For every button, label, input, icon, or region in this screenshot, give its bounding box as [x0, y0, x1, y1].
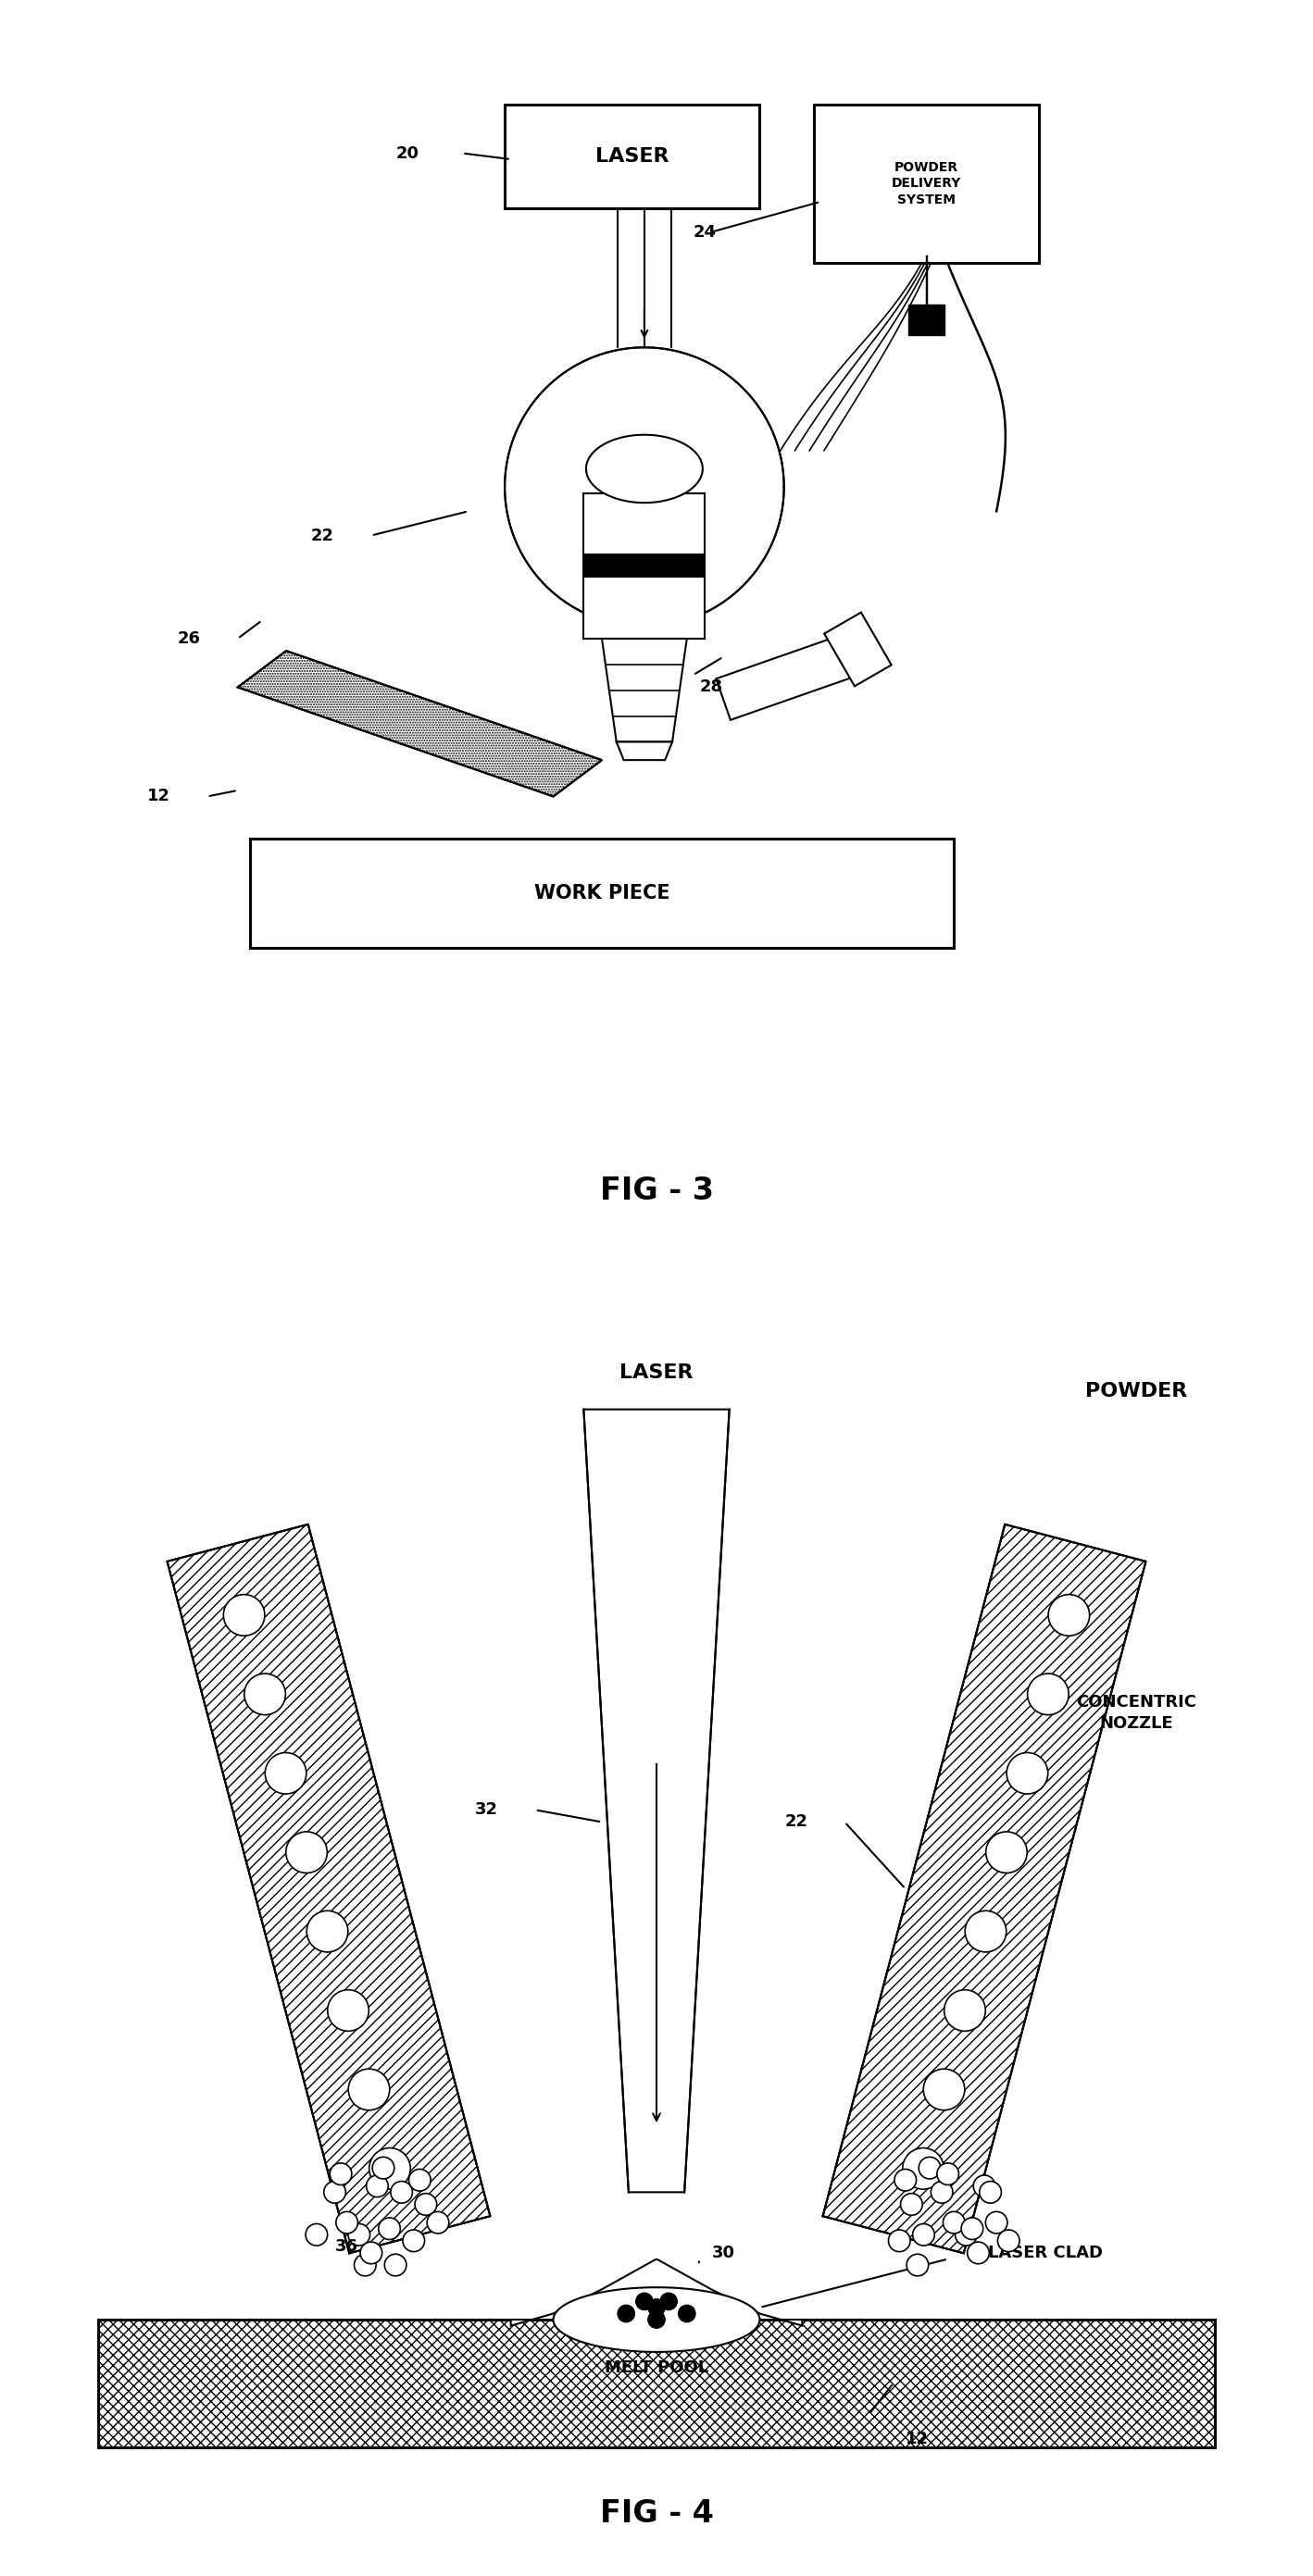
Circle shape — [369, 2148, 411, 2190]
Polygon shape — [909, 304, 945, 335]
Circle shape — [937, 2164, 958, 2184]
Text: CONCENTRIC
NOZZLE: CONCENTRIC NOZZLE — [1075, 1695, 1196, 1731]
Circle shape — [968, 2241, 989, 2264]
Text: 22: 22 — [785, 1814, 807, 1832]
Text: LASER: LASER — [595, 147, 670, 165]
Circle shape — [355, 2254, 376, 2277]
Text: 28: 28 — [700, 680, 722, 696]
Bar — [825, 613, 892, 685]
Circle shape — [403, 2231, 424, 2251]
Text: LASER CLAD: LASER CLAD — [987, 2244, 1103, 2262]
Text: 36: 36 — [335, 2239, 358, 2254]
Circle shape — [913, 2223, 935, 2246]
Circle shape — [327, 1989, 369, 2030]
Circle shape — [373, 2156, 394, 2179]
Circle shape — [965, 1911, 1006, 1953]
Circle shape — [1048, 1595, 1090, 1636]
Text: 20: 20 — [397, 144, 419, 162]
Circle shape — [931, 2182, 953, 2202]
Circle shape — [336, 2213, 358, 2233]
Circle shape — [944, 1989, 986, 2030]
Circle shape — [366, 2174, 389, 2197]
Text: 26: 26 — [177, 631, 201, 647]
Bar — [249, 840, 955, 948]
Circle shape — [223, 1595, 265, 1636]
Circle shape — [330, 2164, 352, 2184]
Text: MELT POOL: MELT POOL — [604, 2360, 709, 2378]
Circle shape — [943, 2213, 965, 2233]
Circle shape — [286, 1832, 327, 1873]
Circle shape — [961, 2218, 983, 2239]
Text: 24: 24 — [693, 224, 717, 240]
Polygon shape — [167, 1525, 490, 2254]
Bar — [584, 554, 705, 577]
Circle shape — [973, 2174, 995, 2197]
Polygon shape — [586, 435, 702, 502]
Circle shape — [998, 2231, 1019, 2251]
Polygon shape — [616, 742, 672, 760]
Circle shape — [378, 2218, 400, 2239]
Circle shape — [635, 2293, 653, 2311]
Text: FIG - 4: FIG - 4 — [600, 2499, 713, 2530]
Circle shape — [889, 2231, 910, 2251]
FancyBboxPatch shape — [504, 106, 760, 209]
Circle shape — [390, 2182, 412, 2202]
FancyBboxPatch shape — [814, 106, 1039, 263]
Circle shape — [385, 2254, 407, 2277]
Circle shape — [679, 2306, 696, 2321]
Polygon shape — [716, 636, 852, 719]
Circle shape — [244, 1674, 285, 1716]
Circle shape — [348, 2069, 390, 2110]
Text: 12: 12 — [906, 2429, 930, 2447]
Circle shape — [923, 2069, 965, 2110]
Circle shape — [901, 2192, 923, 2215]
Polygon shape — [584, 1409, 729, 2192]
Circle shape — [902, 2148, 944, 2190]
Bar — [98, 2318, 1215, 2447]
Polygon shape — [511, 2259, 802, 2326]
Circle shape — [307, 1911, 348, 1953]
Circle shape — [504, 348, 784, 626]
Circle shape — [955, 2223, 977, 2246]
Text: 30: 30 — [712, 2244, 735, 2262]
Text: WORK PIECE: WORK PIECE — [534, 884, 670, 902]
Circle shape — [348, 2223, 370, 2246]
Circle shape — [360, 2241, 382, 2264]
Circle shape — [986, 1832, 1027, 1873]
Polygon shape — [823, 1525, 1146, 2254]
Circle shape — [894, 2169, 916, 2192]
Text: FIG - 3: FIG - 3 — [600, 1175, 713, 1206]
Circle shape — [306, 2223, 327, 2246]
Circle shape — [415, 2192, 437, 2215]
Circle shape — [265, 1752, 306, 1793]
Text: LASER: LASER — [620, 1363, 693, 1383]
Circle shape — [408, 2169, 431, 2192]
Circle shape — [324, 2182, 345, 2202]
Circle shape — [986, 2213, 1007, 2233]
Circle shape — [1028, 1674, 1069, 1716]
Text: 22: 22 — [311, 528, 335, 544]
Circle shape — [617, 2306, 634, 2321]
Bar — [584, 492, 705, 639]
Polygon shape — [238, 652, 601, 796]
Circle shape — [427, 2213, 449, 2233]
Circle shape — [1007, 1752, 1048, 1793]
Circle shape — [649, 2298, 664, 2316]
Polygon shape — [601, 639, 687, 742]
Circle shape — [979, 2182, 1002, 2202]
Text: 12: 12 — [147, 788, 171, 804]
Circle shape — [649, 2311, 664, 2329]
Text: POWDER
DELIVERY
SYSTEM: POWDER DELIVERY SYSTEM — [892, 162, 961, 206]
Text: 32: 32 — [475, 1801, 498, 1819]
Circle shape — [919, 2156, 940, 2179]
Text: POWDER: POWDER — [1085, 1381, 1187, 1401]
Polygon shape — [553, 2287, 760, 2352]
Circle shape — [906, 2254, 928, 2277]
Circle shape — [660, 2293, 678, 2311]
